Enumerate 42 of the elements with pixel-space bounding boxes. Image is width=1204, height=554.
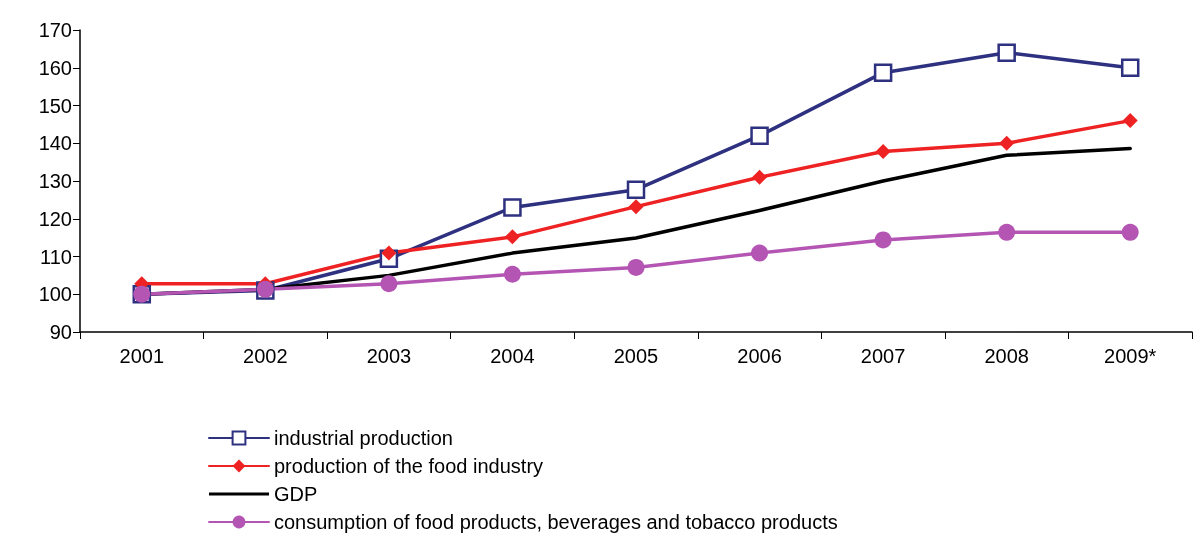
point xyxy=(873,63,893,82)
x-tick-label: 2003 xyxy=(366,345,412,367)
x-tick-label: 2002 xyxy=(243,345,288,367)
point xyxy=(504,229,520,245)
point xyxy=(380,275,398,293)
legend-label: GDP xyxy=(274,483,318,505)
y-tick-label: 150 xyxy=(38,94,72,117)
point xyxy=(1121,223,1139,241)
point xyxy=(752,169,768,185)
point xyxy=(998,223,1016,241)
y-tick-label: 140 xyxy=(38,132,72,155)
x-tick-label: 2008 xyxy=(984,345,1029,367)
y-tick-label: 130 xyxy=(38,170,72,192)
point xyxy=(503,198,522,217)
point xyxy=(1120,58,1140,77)
legend-label: production of the food industry xyxy=(274,455,544,477)
y-tick-label: 110 xyxy=(40,245,72,268)
point xyxy=(875,144,891,160)
x-tick-label: 2006 xyxy=(737,345,782,367)
point xyxy=(628,199,644,215)
x-tick-label: 2009* xyxy=(1104,345,1157,367)
y-tick-label: 160 xyxy=(38,56,72,79)
point xyxy=(381,245,397,261)
x-tick-label: 2007 xyxy=(860,345,906,367)
point xyxy=(874,231,892,249)
point xyxy=(627,258,645,276)
y-tick-label: 90 xyxy=(49,321,72,343)
legend-label: industrial production xyxy=(274,427,453,449)
point xyxy=(997,43,1016,62)
x-tick-label: 2005 xyxy=(613,345,659,367)
legend-label: consumption of food products, beverages and tobacco products xyxy=(274,511,838,533)
x-tick-label: 2004 xyxy=(490,345,535,367)
point xyxy=(750,126,769,145)
point xyxy=(999,135,1015,151)
y-tick-label: 120 xyxy=(38,207,72,230)
y-tick-label: 100 xyxy=(38,283,72,306)
y-tick-label: 170 xyxy=(38,19,72,41)
x-tick-label: 2001 xyxy=(119,345,165,367)
point xyxy=(626,180,646,199)
point xyxy=(503,265,521,283)
point xyxy=(751,244,769,262)
point xyxy=(1122,113,1138,129)
